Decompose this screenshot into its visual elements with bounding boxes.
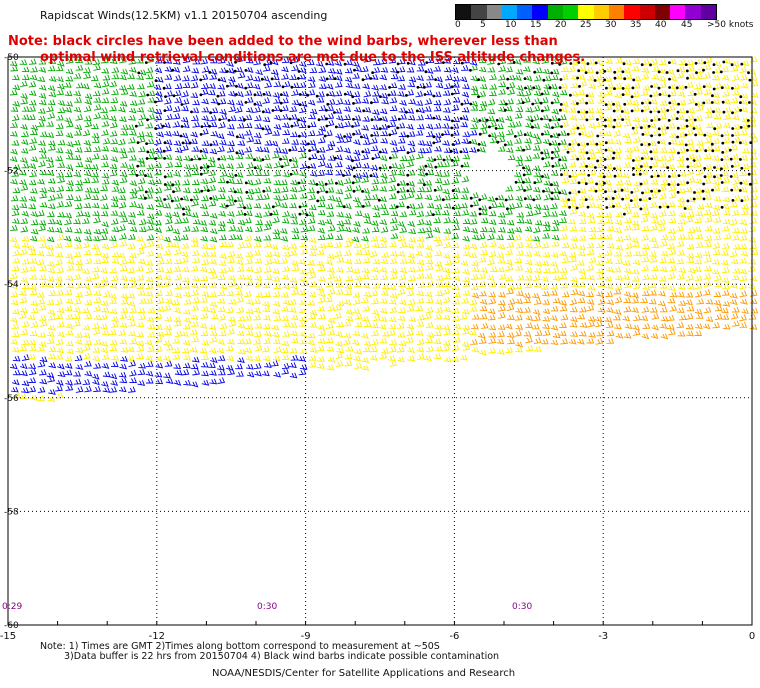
scale-label: 5 (480, 20, 486, 30)
scale-label: 45 (681, 20, 693, 30)
scale-swatch (532, 5, 548, 19)
scale-swatch (639, 5, 655, 19)
footer-note-line-2: 3)Data buffer is 22 hrs from 20150704 4)… (64, 651, 500, 662)
time-label: 0:30 (512, 602, 532, 612)
wind-speed-color-scale (455, 4, 717, 20)
map-frame (7, 56, 753, 626)
scale-label: 20 (555, 20, 567, 30)
time-labels: 0:29 0:30 0:30 (2, 602, 532, 612)
scale-swatch (654, 5, 671, 19)
scale-swatch (471, 5, 487, 19)
scale-label: 0 (455, 20, 461, 30)
scale-swatch (547, 5, 564, 19)
y-tick-label: -56 (4, 394, 19, 404)
x-tick-labels: -15 -12 -9 -6 -3 0 (0, 631, 755, 642)
scale-label: >50 knots (707, 20, 754, 30)
scale-swatch (501, 5, 518, 19)
map-title: Rapidscat Winds(12.5KM) v1.1 20150704 as… (40, 9, 328, 22)
footer-note-line-1: Note: 1) Times are GMT 2)Times along bot… (40, 641, 440, 652)
y-tick-label: -50 (4, 53, 19, 63)
x-tick-label: -6 (449, 631, 459, 642)
note-line-2: optimal wind retrieval conditions are me… (40, 50, 586, 65)
time-label: 0:29 (2, 602, 22, 612)
scale-swatch (685, 5, 701, 19)
scale-label: 10 (505, 20, 517, 30)
x-tick-label: -3 (598, 631, 608, 642)
x-tick-label: -9 (301, 631, 311, 642)
scale-swatch (578, 5, 594, 19)
time-label: 0:30 (257, 602, 277, 612)
scale-swatch (608, 5, 625, 19)
scale-label: 40 (655, 20, 667, 30)
map-grid (7, 56, 753, 626)
scale-swatch (700, 5, 717, 19)
scale-swatch (486, 5, 502, 19)
credit-line: NOAA/NESDIS/Center for Satellite Applica… (212, 668, 516, 679)
y-tick-label: -60 (4, 621, 19, 631)
scale-swatch (593, 5, 609, 19)
y-tick-label: -58 (4, 507, 19, 517)
color-scale-labels: 0 5 10 15 20 25 30 35 40 45 >50 knots (455, 20, 760, 34)
y-tick-label: -54 (4, 280, 19, 290)
scale-swatch (624, 5, 640, 19)
x-tick-label: -15 (0, 631, 16, 642)
scale-swatch (517, 5, 533, 19)
scale-swatch (456, 5, 472, 19)
scale-label: 25 (580, 20, 592, 30)
wind-barbs (9, 55, 759, 402)
y-tick-labels: -50 -52 -54 -56 -58 -60 (4, 53, 19, 631)
scale-label: 15 (530, 20, 542, 30)
x-tick-label: 0 (749, 631, 755, 642)
scale-label: 35 (630, 20, 642, 30)
scale-label: 30 (605, 20, 617, 30)
scale-swatch (563, 5, 579, 19)
x-tick-label: -12 (149, 631, 165, 642)
y-tick-label: -52 (4, 167, 19, 177)
note-line-1: Note: black circles have been added to t… (8, 34, 558, 49)
scale-swatch (670, 5, 686, 19)
